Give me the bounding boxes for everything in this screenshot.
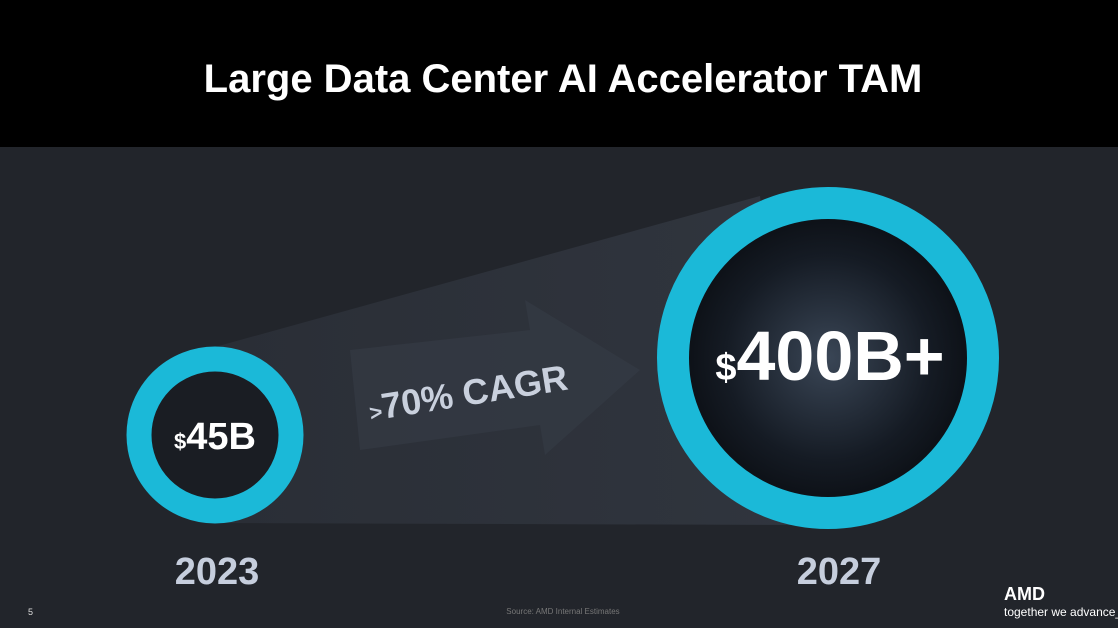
source-note: Source: AMD Internal Estimates [506,607,619,616]
start-year: 2023 [175,551,260,593]
currency: $ [174,429,186,454]
start-ring [126,346,304,524]
title: Large Data Center AI Accelerator TAM [204,57,923,101]
brand-logo: AMD [1004,584,1045,604]
amount: 45B [186,416,256,458]
growth-arrow [350,300,640,455]
title-band [0,0,1118,147]
currency: $ [715,347,736,389]
end-ring [657,187,999,529]
page-number: 5 [28,607,33,617]
tagline: together we advance_ [1004,605,1118,619]
cagr-prefix: > [368,399,385,426]
start-value: $45B [174,416,256,458]
end-year: 2027 [797,551,882,593]
amount: 400B+ [736,317,944,395]
end-value: $400B+ [715,317,944,395]
